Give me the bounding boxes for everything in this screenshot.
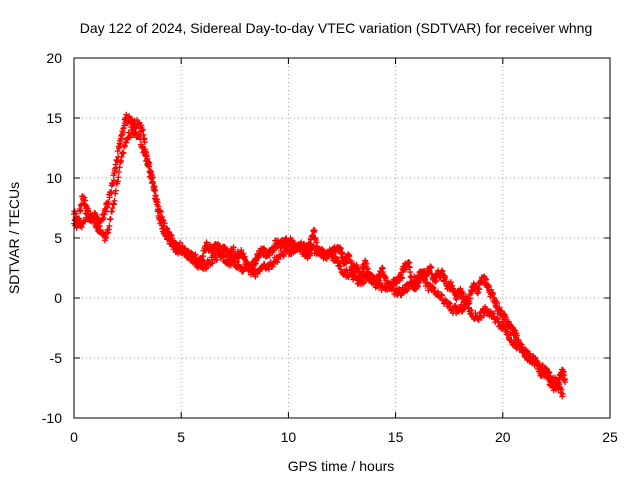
data-point	[71, 217, 78, 224]
data-point	[447, 300, 454, 307]
x-axis-label: GPS time / hours	[288, 458, 395, 474]
data-point	[363, 260, 370, 267]
data-point	[209, 260, 216, 267]
data-point	[177, 239, 184, 246]
data-point	[483, 276, 490, 283]
y-tick-label: 10	[46, 170, 62, 186]
data-point	[474, 290, 481, 297]
y-tick-label: -5	[50, 350, 63, 366]
y-tick-label: 0	[54, 290, 62, 306]
data-point	[255, 254, 262, 261]
y-tick-label: 20	[46, 50, 62, 66]
data-point	[143, 153, 150, 160]
data-point	[337, 260, 344, 267]
x-tick-label: 5	[177, 429, 185, 445]
data-point	[169, 235, 176, 242]
data-point	[115, 174, 122, 181]
data-point	[311, 227, 318, 234]
data-point	[369, 273, 376, 280]
data-point	[428, 264, 435, 271]
data-point	[476, 286, 483, 293]
data-point	[139, 143, 146, 150]
data-point	[494, 300, 501, 307]
data-point	[112, 187, 119, 194]
data-point	[491, 310, 498, 317]
data-series	[71, 111, 568, 400]
y-tick-label: -10	[42, 410, 62, 426]
x-tick-label: 10	[281, 429, 297, 445]
data-point	[102, 208, 109, 215]
data-point	[161, 220, 168, 227]
data-point	[81, 194, 88, 201]
data-point	[114, 148, 121, 155]
axis-ticks	[73, 57, 611, 419]
data-point	[247, 265, 254, 272]
data-point	[141, 139, 148, 146]
data-point	[364, 265, 371, 272]
data-point	[189, 251, 196, 258]
data-point	[221, 252, 228, 259]
data-point	[317, 246, 324, 253]
data-point	[489, 291, 496, 298]
x-tick-label: 0	[70, 429, 78, 445]
chart-title: Day 122 of 2024, Sidereal Day-to-day VTE…	[80, 20, 593, 36]
data-point	[343, 266, 350, 273]
data-point	[111, 197, 118, 204]
data-point	[561, 379, 568, 385]
data-point	[150, 174, 157, 181]
data-point	[95, 223, 102, 230]
data-point	[559, 391, 566, 397]
data-point	[157, 208, 164, 215]
data-point	[274, 259, 281, 266]
data-point	[213, 256, 220, 263]
x-tick-labels: 0 5 10 15 20 25	[70, 429, 618, 445]
y-tick-label: 15	[46, 110, 62, 126]
data-point	[558, 386, 565, 393]
x-tick-label: 15	[388, 429, 404, 445]
data-point	[285, 243, 292, 250]
data-point	[419, 269, 426, 276]
data-point	[152, 187, 159, 194]
data-point	[299, 244, 306, 251]
data-point	[117, 141, 124, 148]
data-point	[329, 251, 336, 258]
data-point	[337, 245, 344, 252]
y-tick-labels: -10 -5 0 5 10 15 20	[42, 50, 62, 426]
data-point	[507, 331, 514, 338]
data-point	[94, 214, 101, 221]
series-1	[71, 124, 566, 400]
data-point	[84, 208, 91, 215]
x-tick-label: 25	[602, 429, 618, 445]
data-point	[120, 150, 127, 157]
data-point	[106, 222, 113, 229]
y-axis-label: SDTVAR / TECUs	[6, 182, 22, 294]
y-tick-label: 5	[54, 230, 62, 246]
grid-lines	[74, 58, 610, 418]
data-point	[77, 207, 84, 214]
data-point	[234, 258, 241, 265]
data-point	[110, 177, 117, 184]
data-point	[339, 250, 346, 257]
data-point	[468, 307, 475, 314]
data-point	[475, 289, 482, 296]
data-point	[137, 136, 144, 143]
data-point	[107, 216, 114, 223]
data-point	[230, 244, 237, 251]
data-point	[399, 274, 406, 281]
data-point	[146, 159, 153, 166]
data-point	[464, 299, 471, 306]
data-point	[445, 299, 452, 306]
data-point	[106, 194, 113, 201]
data-point	[81, 218, 88, 225]
data-point	[280, 253, 287, 260]
x-tick-label: 20	[495, 429, 511, 445]
data-point	[200, 253, 207, 260]
data-point	[266, 252, 273, 259]
data-point	[433, 277, 440, 284]
data-point	[458, 301, 465, 308]
data-point	[108, 189, 115, 196]
